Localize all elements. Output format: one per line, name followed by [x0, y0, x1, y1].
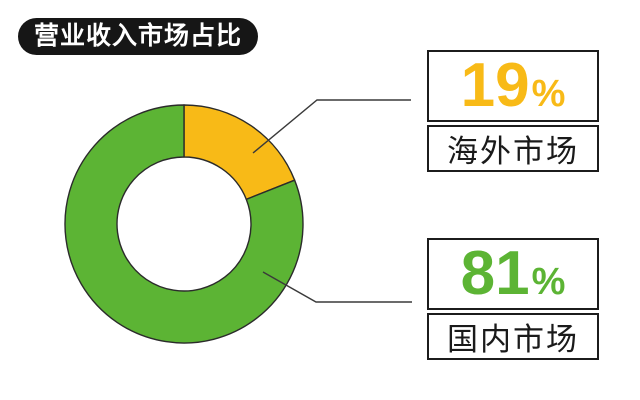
- overseas-label: 海外市场: [427, 125, 599, 172]
- overseas-value-line: 19%: [461, 55, 566, 117]
- domestic-label: 国内市场: [427, 313, 599, 360]
- leader-line-overseas: [252, 99, 411, 154]
- leader-line-domestic: [262, 271, 412, 303]
- callout-domestic: 81% 国内市场: [427, 238, 599, 360]
- domestic-value-box: 81%: [427, 238, 599, 310]
- page-title: 营业收入市场占比: [34, 22, 243, 50]
- domestic-percent-value: 81: [460, 239, 530, 308]
- slice-domestic: [64, 104, 304, 344]
- domestic-value-line: 81%: [461, 243, 566, 305]
- overseas-value-box: 19%: [427, 50, 599, 122]
- overseas-percent-sign: %: [531, 73, 566, 115]
- overseas-percent-value: 19: [460, 51, 530, 120]
- callout-overseas: 19% 海外市场: [427, 50, 599, 172]
- domestic-percent-sign: %: [531, 261, 566, 303]
- title-badge: 营业收入市场占比: [18, 18, 259, 55]
- slice-overseas: [183, 104, 296, 201]
